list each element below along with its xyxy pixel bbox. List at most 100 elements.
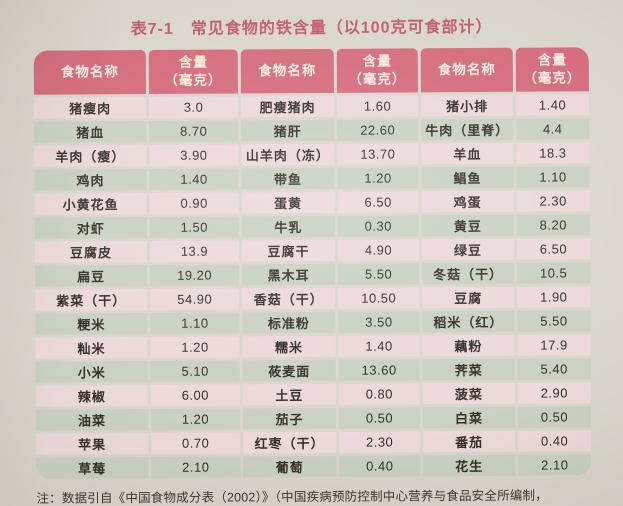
- footnote: 注：数据引自《中国食物成分表（2002）》（中国疾病预防控制中心营养与食品安全所…: [36, 488, 548, 506]
- food-name-cell: 葡萄: [243, 455, 337, 478]
- food-name-cell: 豆腐皮: [34, 241, 148, 263]
- iron-amount-header: 含量 （毫克）: [515, 47, 589, 92]
- iron-value-cell: 3.0: [149, 96, 239, 118]
- food-name-cell: 猪肝: [241, 119, 335, 142]
- food-name-cell: 稻米（红）: [422, 310, 515, 333]
- food-name-cell: 对虾: [34, 217, 147, 239]
- food-name-cell: 红枣（干）: [243, 431, 337, 454]
- iron-value-cell: 6.50: [516, 238, 591, 260]
- iron-value-cell: 8.70: [149, 120, 239, 142]
- food-name-cell: 番茄: [423, 430, 516, 453]
- food-name-cell: 荠菜: [422, 358, 515, 381]
- food-name-cell: 黄豆: [421, 214, 514, 237]
- food-name-header: 食物名称: [240, 48, 334, 94]
- food-name-cell: 带鱼: [241, 167, 335, 190]
- food-name-cell: 黑木耳: [242, 263, 336, 286]
- header-label: （毫克）: [523, 70, 582, 86]
- food-name-cell: 粳米: [35, 313, 148, 335]
- food-name-cell: 羊肉（瘦）: [34, 145, 147, 167]
- iron-value-cell: 1.20: [150, 336, 240, 358]
- iron-value-cell: 5.50: [517, 310, 591, 332]
- iron-value-cell: 0.30: [337, 215, 419, 237]
- iron-value-cell: 6.00: [150, 384, 240, 406]
- food-name-cell: 猪瘦肉: [34, 97, 147, 119]
- food-name-cell: 小黄花鱼: [34, 193, 147, 215]
- iron-value-cell: 4.4: [516, 118, 590, 140]
- iron-value-cell: 2.30: [339, 431, 421, 453]
- iron-amount-header: 含量 （毫克）: [336, 48, 418, 93]
- iron-value-cell: 1.60: [337, 95, 419, 117]
- food-name-cell: 小米: [35, 361, 148, 383]
- iron-value-cell: 5.10: [150, 360, 240, 382]
- iron-value-cell: 2.10: [151, 456, 241, 478]
- header-label: 食物名称: [60, 64, 119, 80]
- iron-value-cell: 1.90: [517, 286, 591, 308]
- iron-value-cell: 0.90: [149, 192, 239, 214]
- iron-value-cell: 2.90: [517, 382, 591, 404]
- iron-value-cell: 1.40: [149, 168, 239, 190]
- food-name-cell: 蛋黄: [241, 191, 335, 214]
- iron-amount-header: 含量 （毫克）: [148, 49, 238, 94]
- food-name-cell: 牛肉（里脊）: [421, 118, 514, 141]
- food-name-cell: 土豆: [242, 383, 336, 406]
- food-name-cell: 羊血: [421, 142, 514, 165]
- iron-value-cell: 3.90: [149, 144, 239, 166]
- iron-value-cell: 54.90: [150, 288, 240, 310]
- iron-value-cell: 5.50: [338, 263, 420, 285]
- food-name-cell: 扁豆: [35, 265, 148, 287]
- iron-value-cell: 22.60: [337, 119, 419, 141]
- food-name-cell: 猪小排: [420, 94, 514, 117]
- iron-value-cell: 3.50: [338, 311, 420, 333]
- iron-value-cell: 13.70: [337, 143, 419, 165]
- food-name-cell: 鸡肉: [34, 169, 147, 191]
- food-name-cell: 猪血: [34, 121, 147, 143]
- iron-value-cell: 1.20: [337, 167, 419, 189]
- iron-value-cell: 2.30: [516, 190, 590, 212]
- food-name-cell: 鸡蛋: [421, 190, 514, 213]
- iron-value-cell: 1.40: [515, 94, 590, 116]
- iron-value-cell: 17.9: [517, 334, 591, 356]
- iron-value-cell: 0.40: [339, 455, 421, 477]
- food-name-cell: 肥瘦猪肉: [241, 95, 335, 118]
- iron-content-table: 食物名称 含量 （毫克） 食物名称 含量 （毫克） 食物名称 含量 （毫克） 猪…: [33, 47, 592, 479]
- iron-value-cell: 1.10: [516, 166, 590, 188]
- iron-value-cell: 6.50: [337, 191, 419, 213]
- iron-value-cell: 0.50: [517, 406, 592, 428]
- food-name-header: 食物名称: [420, 47, 513, 93]
- page-title: 表7-1 常见食物的铁含量（以100克可食部计）: [130, 18, 493, 39]
- header-label: 含量: [362, 53, 392, 70]
- header-label: 含量: [537, 52, 567, 69]
- header-label: 食物名称: [437, 62, 496, 78]
- food-name-cell: 豆腐干: [241, 239, 336, 262]
- iron-value-cell: 8.20: [516, 214, 590, 236]
- food-name-cell: 牛乳: [241, 215, 335, 238]
- food-name-cell: 香菇（干）: [242, 287, 336, 310]
- food-name-cell: 苹果: [36, 433, 149, 455]
- food-name-cell: 藕粉: [422, 334, 515, 357]
- food-name-cell: 标准粉: [242, 311, 336, 334]
- iron-value-cell: 10.5: [517, 262, 591, 284]
- iron-value-cell: 10.50: [338, 287, 420, 309]
- iron-value-cell: 0.70: [151, 432, 241, 454]
- food-name-cell: 菠菜: [422, 382, 515, 405]
- food-name-cell: 花生: [423, 454, 516, 477]
- food-name-cell: 茄子: [242, 407, 337, 430]
- header-label: 食物名称: [258, 63, 317, 79]
- iron-value-cell: 4.90: [337, 239, 420, 261]
- food-name-cell: 豆腐: [422, 286, 515, 309]
- food-name-cell: 籼米: [35, 337, 148, 359]
- iron-value-cell: 18.3: [516, 142, 590, 164]
- iron-value-cell: 13.60: [338, 359, 420, 381]
- food-name-cell: 紫菜（干）: [35, 289, 148, 311]
- header-label: 含量: [178, 55, 208, 71]
- iron-value-cell: 2.10: [518, 454, 592, 476]
- iron-value-cell: 1.50: [149, 216, 239, 238]
- iron-value-cell: 0.80: [338, 383, 420, 405]
- food-name-cell: 草莓: [36, 457, 149, 479]
- food-name-cell: 莜麦面: [242, 359, 336, 382]
- page-content: 表7-1 常见食物的铁含量（以100克可食部计） 食物名称 含量 （毫克） 食物…: [33, 12, 593, 506]
- iron-value-cell: 13.9: [149, 240, 240, 262]
- food-name-cell: 冬菇（干）: [422, 262, 515, 285]
- food-name-header: 食物名称: [33, 50, 146, 95]
- iron-value-cell: 5.40: [517, 358, 591, 380]
